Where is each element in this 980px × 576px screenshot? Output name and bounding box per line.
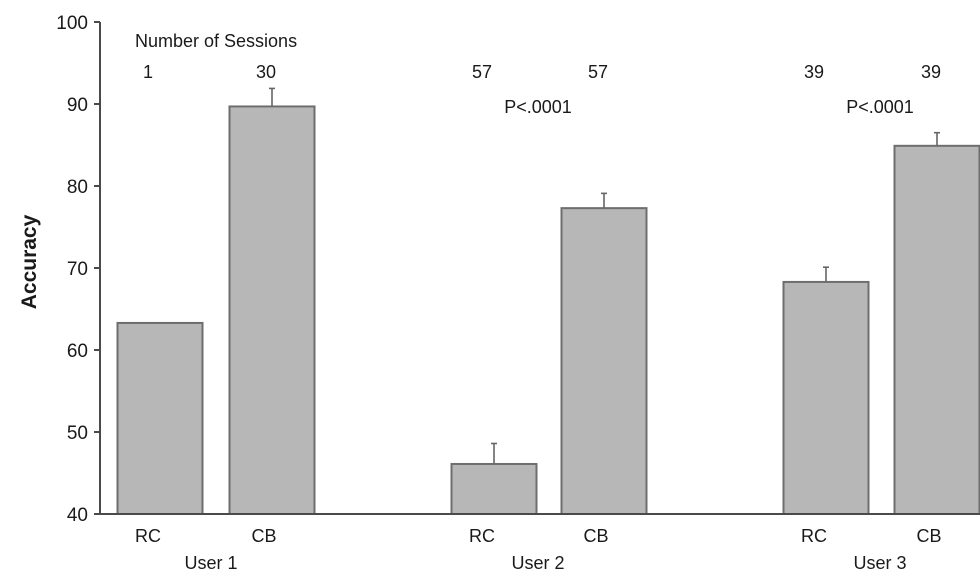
y-tick-label: 80 <box>67 177 88 198</box>
sessions-count: 39 <box>804 62 824 82</box>
category-label: RC <box>469 526 495 546</box>
sessions-count: 30 <box>256 62 276 82</box>
y-tick-label: 70 <box>67 259 88 280</box>
group-label: User 1 <box>184 553 237 573</box>
y-tick-label: 100 <box>56 13 88 34</box>
y-tick-label: 90 <box>67 95 88 116</box>
annotations: 1 30 57 57 P<.0001 39 39 P<.0001 <box>143 62 941 117</box>
x-axis-labels: RC CB User 1 RC CB User 2 RC CB User 3 <box>135 526 942 573</box>
y-axis-label: Accuracy <box>18 214 41 309</box>
error-bars <box>269 87 940 464</box>
category-label: CB <box>916 526 941 546</box>
bars <box>116 105 980 516</box>
y-axis-ticks: 40 50 60 70 80 90 100 <box>56 13 100 526</box>
y-tick-label: 40 <box>67 505 88 526</box>
p-value-label: P<.0001 <box>846 97 914 117</box>
group-label: User 2 <box>511 553 564 573</box>
p-value-label: P<.0001 <box>504 97 572 117</box>
bar-user2-cb <box>560 207 648 515</box>
group-label: User 3 <box>853 553 906 573</box>
category-label: CB <box>583 526 608 546</box>
sessions-count: 39 <box>921 62 941 82</box>
bar-user1-cb <box>228 105 316 516</box>
bar-user3-rc <box>782 280 870 515</box>
sessions-count: 1 <box>143 62 153 82</box>
bar-user2-rc <box>450 462 538 516</box>
bar-user1-rc <box>116 321 204 515</box>
sessions-count: 57 <box>472 62 492 82</box>
bar-user3-cb <box>893 144 980 515</box>
category-label: RC <box>135 526 161 546</box>
y-tick-label: 60 <box>67 341 88 362</box>
category-label: CB <box>251 526 276 546</box>
sessions-count: 57 <box>588 62 608 82</box>
y-tick-label: 50 <box>67 423 88 444</box>
category-label: RC <box>801 526 827 546</box>
sessions-title: Number of Sessions <box>135 31 297 51</box>
